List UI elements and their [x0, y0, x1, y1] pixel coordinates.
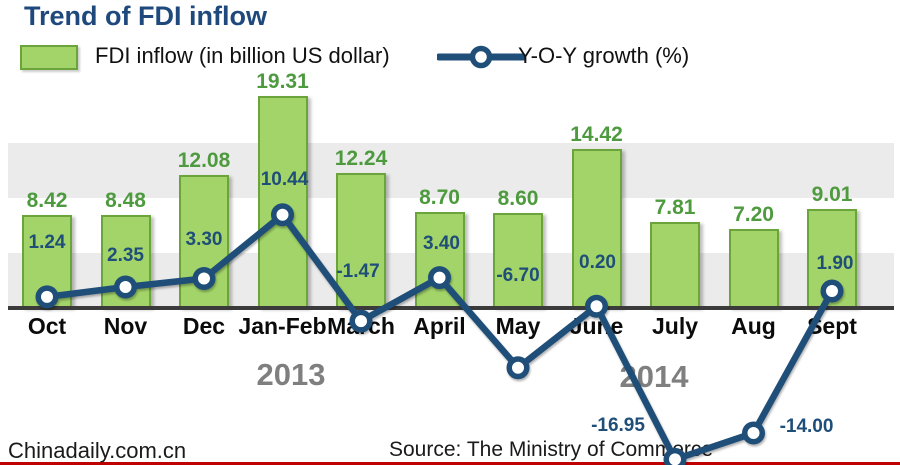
bar-value-label: 7.20 [733, 202, 774, 226]
x-axis-line [8, 306, 894, 310]
line-value-label: -1.47 [336, 261, 380, 283]
bar [257, 95, 308, 308]
month-label: March [327, 313, 395, 339]
line-value-label: -16.95 [591, 415, 645, 437]
watermark-chinadaily: Chinadaily.com.cn [8, 438, 187, 463]
page-title: Trend of FDI inflow [24, 1, 267, 31]
bar [571, 149, 622, 308]
month-label: Aug [731, 313, 776, 339]
bar [22, 215, 72, 308]
bar [336, 173, 386, 308]
line-value-label: 0.20 [579, 252, 616, 274]
bar-value-label: 12.24 [334, 147, 388, 171]
bar [493, 213, 543, 308]
bar-value-label: 7.81 [654, 196, 696, 220]
month-label: Nov [103, 313, 148, 339]
yoy-line-marker-icon [437, 45, 525, 69]
month-label: July [651, 313, 699, 339]
month-label: Oct [27, 313, 67, 339]
bar-value-label: 19.31 [256, 69, 309, 93]
bar [728, 228, 779, 308]
bar-value-label: 8.48 [105, 188, 146, 212]
month-label: Dec [182, 313, 226, 339]
line-value-label: 1.24 [28, 231, 66, 253]
bar [414, 212, 465, 308]
bar-value-label: 8.60 [497, 187, 539, 211]
line-value-label: 2.35 [107, 245, 144, 266]
bar-value-label: 14.42 [570, 123, 623, 147]
source-note: Source: The Ministry of Commerce [389, 438, 714, 461]
line-value-label: 10.44 [260, 168, 309, 190]
line-value-label: -14.00 [779, 416, 834, 438]
month-label: Sept [807, 313, 857, 339]
line-marker [742, 421, 765, 445]
grid-band [8, 143, 894, 198]
year-label-2013: 2013 [256, 357, 326, 392]
year-label-2014: 2014 [619, 359, 689, 394]
legend-yoy-label: Y-O-Y growth (%) [518, 43, 690, 68]
line-value-label: 3.30 [185, 228, 223, 250]
month-label: June [569, 313, 624, 339]
line-value-label: 1.90 [816, 253, 854, 275]
bar-value-label: 8.70 [419, 186, 460, 210]
month-label: Jan-Feb [238, 313, 327, 339]
line-value-label: -6.70 [496, 264, 540, 286]
month-label: April [413, 313, 466, 339]
bar-value-label: 12.08 [177, 149, 231, 173]
bar [650, 222, 700, 308]
month-label: May [495, 313, 541, 339]
line-value-label: 3.40 [423, 232, 460, 254]
bar-value-label: 8.42 [26, 189, 68, 213]
bar-value-label: 9.01 [811, 182, 853, 206]
line-marker [506, 356, 530, 380]
bottom-rule [0, 462, 900, 465]
legend-fdi-label: FDI inflow (in billion US dollar) [95, 43, 390, 68]
fdi-bar-swatch-icon [20, 45, 78, 70]
